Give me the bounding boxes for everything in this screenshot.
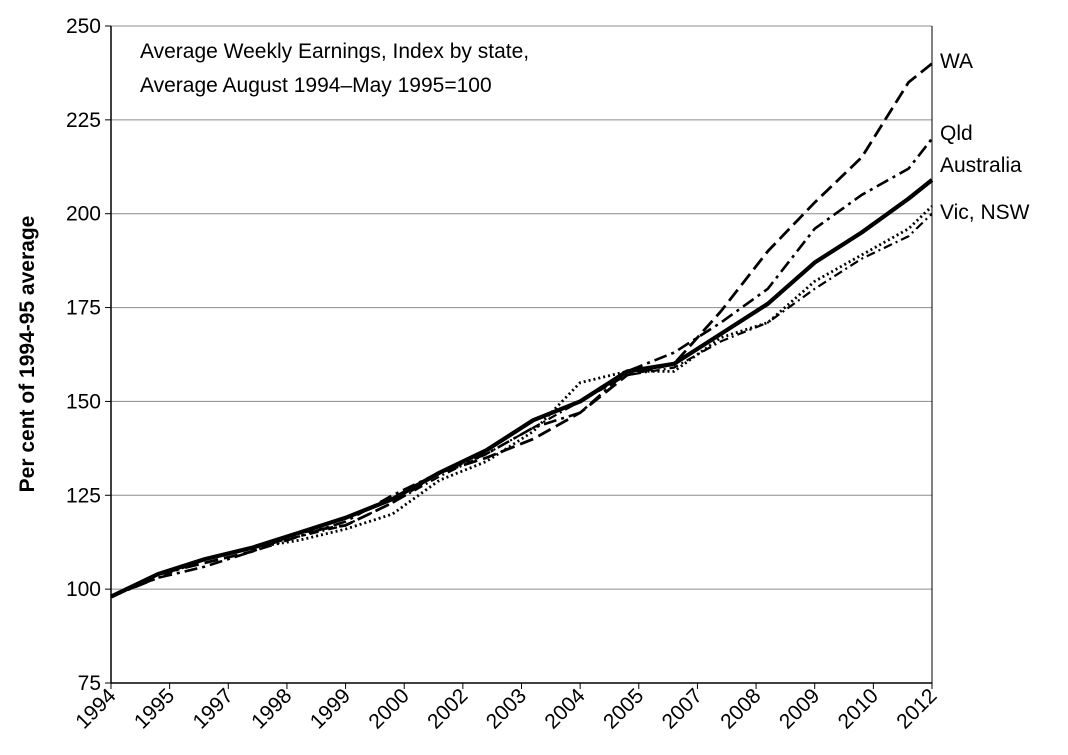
y-tick-label: 75 (78, 672, 101, 695)
series-line (110, 62, 933, 598)
series-line (110, 212, 933, 598)
series-line (110, 205, 933, 598)
chart-title: Average August 1994–May 1995=100 (140, 74, 492, 97)
y-tick-label: 225 (66, 109, 101, 132)
x-tick-label: 2005 (599, 684, 648, 733)
x-tick-label: 2010 (834, 684, 883, 733)
series-label: Australia (940, 154, 1022, 177)
x-tick-label: 1995 (130, 684, 179, 733)
x-tick-label: 1999 (306, 684, 355, 733)
x-tick-label: 2012 (892, 684, 941, 733)
y-axis-label: Per cent of 1994-95 average (16, 216, 39, 493)
y-tick-label: 100 (66, 578, 101, 601)
y-tick-label: 175 (66, 297, 101, 320)
x-tick-label: 2008 (716, 684, 765, 733)
x-tick-label: 2002 (423, 684, 472, 733)
series-label: Qld (940, 122, 973, 145)
series-label: Vic, NSW (940, 201, 1030, 224)
series-line (110, 137, 934, 598)
x-tick-label: 2003 (482, 684, 531, 733)
x-tick-label: 1998 (247, 684, 296, 733)
y-tick-label: 150 (66, 390, 101, 413)
series-label: WA (940, 50, 973, 73)
chart-title: Average Weekly Earnings, Index by state, (140, 40, 529, 63)
y-tick-label: 200 (66, 203, 101, 226)
x-tick-label: 1997 (189, 684, 238, 733)
series-line (110, 178, 934, 599)
y-tick-label: 125 (66, 484, 101, 507)
y-tick-label: 250 (66, 15, 101, 38)
x-tick-label: 2007 (658, 684, 707, 733)
x-tick-label: 2009 (775, 684, 824, 733)
x-tick-label: 2000 (364, 684, 413, 733)
x-tick-label: 2004 (540, 684, 590, 734)
